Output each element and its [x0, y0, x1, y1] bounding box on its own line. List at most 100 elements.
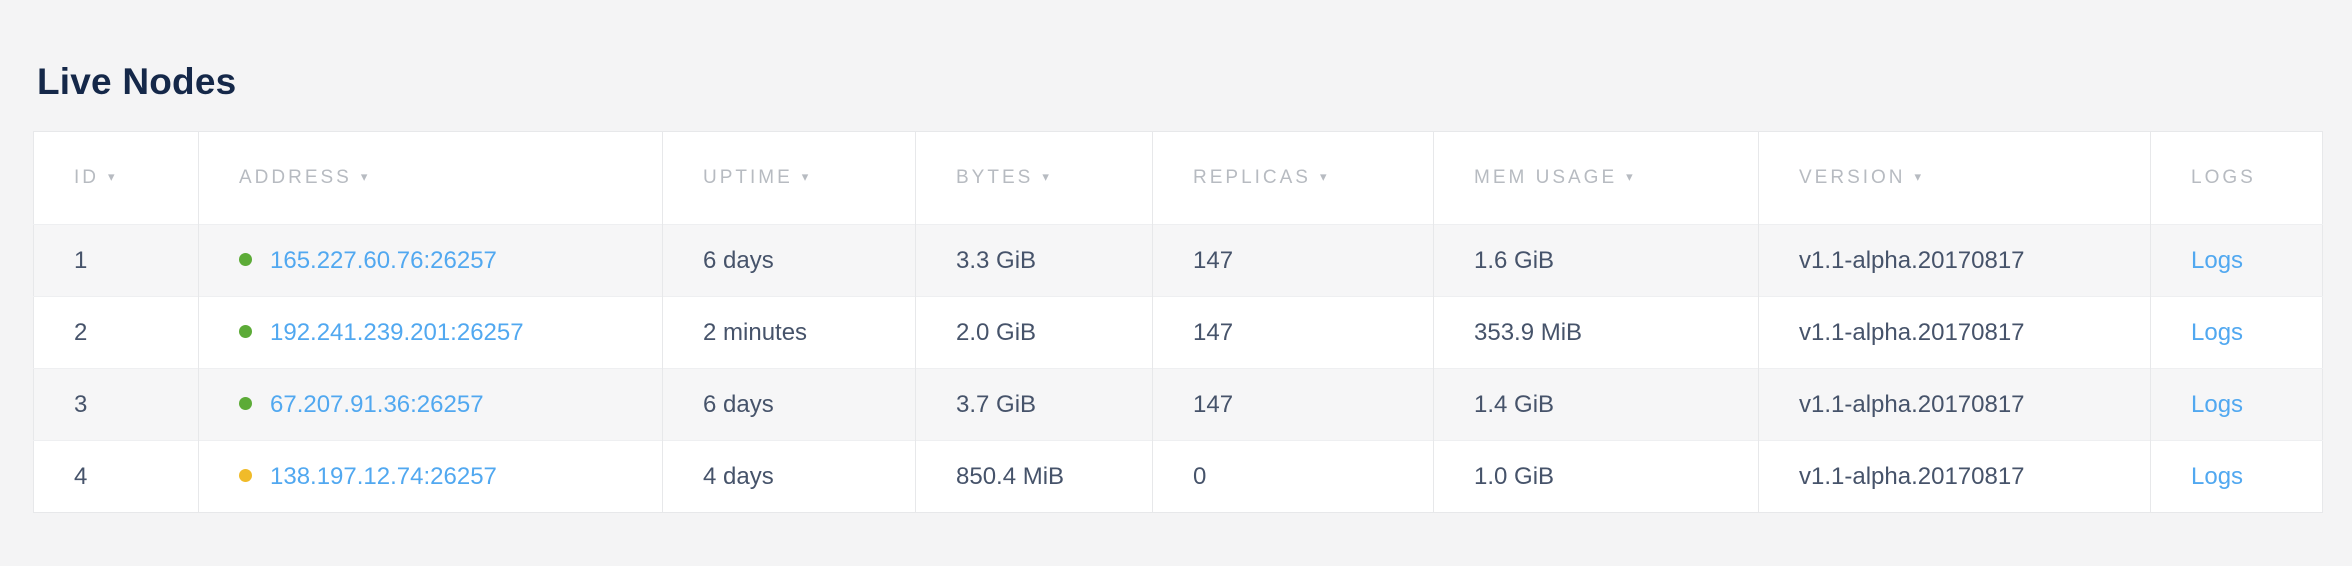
- status-dot-icon: [239, 324, 252, 338]
- node-version-cell: v1.1-alpha.20170817: [1758, 440, 2151, 513]
- table-row: 2 192.241.239.201:26257 2 minutes 2.0 GiB 14…: [33, 296, 2323, 369]
- node-bytes-cell: 850.4 MiB: [915, 440, 1153, 513]
- node-mem-usage-cell: 1.0 GiB: [1433, 440, 1759, 513]
- node-uptime-cell: 4 days: [662, 440, 916, 513]
- sort-arrow-icon: ▾: [1626, 169, 1636, 184]
- node-replicas: 147: [1193, 246, 1234, 274]
- node-id-cell: 3: [33, 368, 199, 441]
- node-uptime: 6 days: [703, 246, 774, 274]
- sort-arrow-icon: ▾: [1914, 169, 1925, 184]
- node-mem-usage-cell: 1.4 GiB: [1433, 368, 1759, 441]
- status-dot-icon: [239, 468, 252, 482]
- node-uptime: 6 days: [703, 390, 774, 418]
- node-bytes-cell: 3.7 GiB: [915, 368, 1153, 441]
- node-id: 2: [74, 318, 88, 346]
- column-header-label: ID: [74, 167, 99, 188]
- node-logs-link[interactable]: Logs: [2191, 462, 2244, 490]
- node-address-link[interactable]: 138.197.12.74:26257: [270, 462, 497, 490]
- column-header-label: REPLICAS: [1193, 167, 1311, 188]
- live-nodes-table-container: ID ▾ ADDRESS ▾ UPTIME ▾ BYTES ▾ REPLICAS ▾ MEM USA…: [33, 131, 2323, 513]
- live-nodes-table: ID ▾ ADDRESS ▾ UPTIME ▾ BYTES ▾ REPLICAS ▾ MEM USA…: [33, 131, 2323, 513]
- node-version-cell: v1.1-alpha.20170817: [1758, 296, 2151, 369]
- column-header-label: MEM USAGE: [1474, 167, 1618, 188]
- node-logs-link[interactable]: Logs: [2191, 246, 2244, 274]
- node-uptime: 2 minutes: [703, 318, 808, 346]
- column-header-logs: LOGS: [2150, 131, 2323, 225]
- column-header-label: LOGS: [2191, 167, 2256, 188]
- table-row: 3 67.207.91.36:26257 6 days 3.7 GiB 147 1.4 G…: [33, 368, 2323, 441]
- sort-arrow-icon: ▾: [108, 169, 118, 184]
- node-mem-usage: 1.0 GiB: [1474, 462, 1555, 490]
- node-id: 1: [74, 246, 88, 274]
- node-address-link[interactable]: 67.207.91.36:26257: [270, 390, 484, 418]
- node-version: v1.1-alpha.20170817: [1799, 318, 2025, 346]
- node-replicas: 147: [1193, 318, 1234, 346]
- column-header-address[interactable]: ADDRESS ▾: [198, 131, 663, 225]
- node-logs-link[interactable]: Logs: [2191, 318, 2244, 346]
- table-body: 1 165.227.60.76:26257 6 days 3.3 GiB 147 1.6 …: [33, 224, 2323, 513]
- sort-arrow-icon: ▾: [1319, 169, 1330, 184]
- node-replicas-cell: 147: [1152, 224, 1434, 297]
- node-address-link[interactable]: 165.227.60.76:26257: [270, 246, 497, 274]
- node-logs-link[interactable]: Logs: [2191, 390, 2244, 418]
- status-dot-icon: [239, 396, 252, 410]
- node-replicas: 0: [1193, 462, 1207, 490]
- node-version: v1.1-alpha.20170817: [1799, 390, 2025, 418]
- node-address-link[interactable]: 192.241.239.201:26257: [270, 318, 524, 346]
- column-header-uptime[interactable]: UPTIME ▾: [662, 131, 916, 225]
- column-header-bytes[interactable]: BYTES ▾: [915, 131, 1153, 225]
- node-uptime-cell: 6 days: [662, 224, 916, 297]
- node-logs-cell: Logs: [2150, 440, 2323, 513]
- node-logs-cell: Logs: [2150, 296, 2323, 369]
- node-uptime-cell: 2 minutes: [662, 296, 916, 369]
- node-uptime: 4 days: [703, 462, 774, 490]
- node-replicas: 147: [1193, 390, 1234, 418]
- node-bytes: 2.0 GiB: [956, 318, 1037, 346]
- node-address-cell: 138.197.12.74:26257: [198, 440, 663, 513]
- node-bytes: 3.7 GiB: [956, 390, 1037, 418]
- node-version-cell: v1.1-alpha.20170817: [1758, 368, 2151, 441]
- node-uptime-cell: 6 days: [662, 368, 916, 441]
- node-address-cell: 192.241.239.201:26257: [198, 296, 663, 369]
- node-mem-usage: 353.9 MiB: [1474, 318, 1583, 346]
- node-id-cell: 1: [33, 224, 199, 297]
- node-version: v1.1-alpha.20170817: [1799, 462, 2025, 490]
- column-header-label: BYTES: [956, 167, 1034, 188]
- node-replicas-cell: 147: [1152, 368, 1434, 441]
- node-id: 3: [74, 390, 88, 418]
- node-logs-cell: Logs: [2150, 368, 2323, 441]
- node-bytes: 3.3 GiB: [956, 246, 1037, 274]
- node-address-cell: 67.207.91.36:26257: [198, 368, 663, 441]
- node-replicas-cell: 147: [1152, 296, 1434, 369]
- node-address-cell: 165.227.60.76:26257: [198, 224, 663, 297]
- column-header-label: UPTIME: [703, 167, 793, 188]
- node-bytes-cell: 3.3 GiB: [915, 224, 1153, 297]
- status-dot-icon: [239, 252, 252, 266]
- node-replicas-cell: 0: [1152, 440, 1434, 513]
- node-mem-usage-cell: 353.9 MiB: [1433, 296, 1759, 369]
- node-bytes: 850.4 MiB: [956, 462, 1065, 490]
- node-bytes-cell: 2.0 GiB: [915, 296, 1153, 369]
- sort-arrow-icon: ▾: [801, 169, 812, 184]
- table-row: 1 165.227.60.76:26257 6 days 3.3 GiB 147 1.6 …: [33, 224, 2323, 297]
- column-header-label: VERSION: [1799, 167, 1906, 188]
- table-header-row: ID ▾ ADDRESS ▾ UPTIME ▾ BYTES ▾ REPLICAS ▾ MEM USA…: [33, 131, 2323, 225]
- node-id-cell: 2: [33, 296, 199, 369]
- node-mem-usage-cell: 1.6 GiB: [1433, 224, 1759, 297]
- column-header-id[interactable]: ID ▾: [33, 131, 199, 225]
- node-version: v1.1-alpha.20170817: [1799, 246, 2025, 274]
- node-id: 4: [74, 462, 88, 490]
- node-version-cell: v1.1-alpha.20170817: [1758, 224, 2151, 297]
- sort-arrow-icon: ▾: [1042, 169, 1052, 184]
- node-mem-usage: 1.4 GiB: [1474, 390, 1555, 418]
- node-logs-cell: Logs: [2150, 224, 2323, 297]
- page-title: Live Nodes: [37, 60, 237, 102]
- column-header-mem_usage[interactable]: MEM USAGE ▾: [1433, 131, 1759, 225]
- column-header-replicas[interactable]: REPLICAS ▾: [1152, 131, 1434, 225]
- column-header-label: ADDRESS: [239, 167, 352, 188]
- node-id-cell: 4: [33, 440, 199, 513]
- table-row: 4 138.197.12.74:26257 4 days 850.4 MiB 0 1.0 …: [33, 440, 2323, 513]
- sort-arrow-icon: ▾: [360, 169, 371, 184]
- column-header-version[interactable]: VERSION ▾: [1758, 131, 2151, 225]
